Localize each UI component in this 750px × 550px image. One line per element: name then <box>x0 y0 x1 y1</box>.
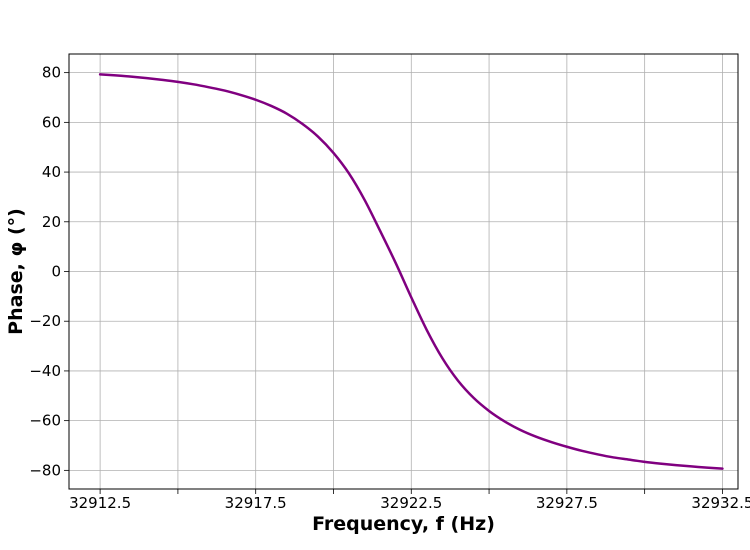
x-tick-label: 32927.5 <box>536 494 598 512</box>
tick-layer: 32912.5 32917.5 32922.5 32927.5 32932.5 −80 −6… <box>29 64 750 512</box>
series-layer <box>98 73 724 470</box>
y-tick-label: 60 <box>42 113 61 131</box>
y-axis-label: Phase, φ (°) <box>5 208 27 335</box>
x-tick-label: 32932.5 <box>691 494 750 512</box>
x-tick-label: 32912.5 <box>69 494 131 512</box>
y-tick-label: −20 <box>29 312 61 330</box>
y-tick-label: 80 <box>42 64 61 82</box>
phase-series-line <box>98 73 724 470</box>
y-tick-label: 0 <box>51 263 61 281</box>
y-tick-label: −80 <box>29 461 61 479</box>
x-tick-label: 32917.5 <box>225 494 287 512</box>
x-tick-label: 32922.5 <box>380 494 442 512</box>
x-axis-label: Frequency, f (Hz) <box>312 513 495 535</box>
y-tick-label: −40 <box>29 362 61 380</box>
y-tick-label: 40 <box>42 163 61 181</box>
y-tick-label: 20 <box>42 213 61 231</box>
y-tick-label: −60 <box>29 412 61 430</box>
grid-layer <box>69 54 738 489</box>
